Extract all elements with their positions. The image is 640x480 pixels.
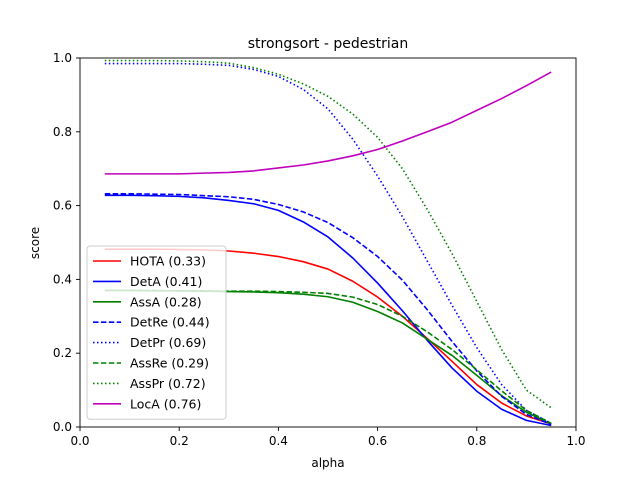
x-tick-label: 0.8 [467,434,486,448]
series-line-5 [104,62,552,425]
x-tick-label: 0.6 [368,434,387,448]
x-tick-label: 0.0 [70,434,89,448]
series-line-4 [104,192,552,426]
x-tick-label: 0.2 [170,434,189,448]
y-tick-label: 0.2 [53,346,72,360]
legend-label-6: AssRe (0.29) [130,356,209,371]
legend: HOTA (0.33) DetA (0.41) AssA (0.28) DetRe (… [86,245,227,420]
y-tick-label: 0.4 [53,272,72,286]
legend-label-3: AssA (0.28) [130,294,202,309]
x-tick-label: 0.4 [269,434,288,448]
y-tick-label: 1.0 [53,51,72,65]
x-tick-label: 1.0 [566,434,585,448]
y-tick-label: 0.6 [53,199,72,213]
legend-label-8: LocA (0.76) [130,396,201,411]
legend-label-4: DetRe (0.44) [130,315,210,330]
series-line-7 [104,59,552,409]
legend-box [86,245,227,420]
axes-frame [79,57,577,428]
y-axis-ticks: 0.0 0.2 0.4 0.6 0.8 1.0 [53,51,80,434]
legend-label-2: DetA (0.41) [130,274,202,289]
y-tick-label: 0.8 [53,125,72,139]
legend-label-1: HOTA (0.33) [130,254,206,269]
x-axis-label: alpha [311,456,344,470]
y-axis-label: score [28,227,42,259]
x-axis-ticks: 0.0 0.2 0.4 0.6 0.8 1.0 [70,427,586,448]
chart-title: strongsort - pedestrian [248,36,409,52]
legend-label-7: AssPr (0.72) [130,376,206,391]
y-tick-label: 0.0 [53,420,72,434]
legend-label-5: DetPr (0.69) [130,335,206,350]
series-line-2 [104,194,552,427]
series-line-8 [104,71,552,175]
